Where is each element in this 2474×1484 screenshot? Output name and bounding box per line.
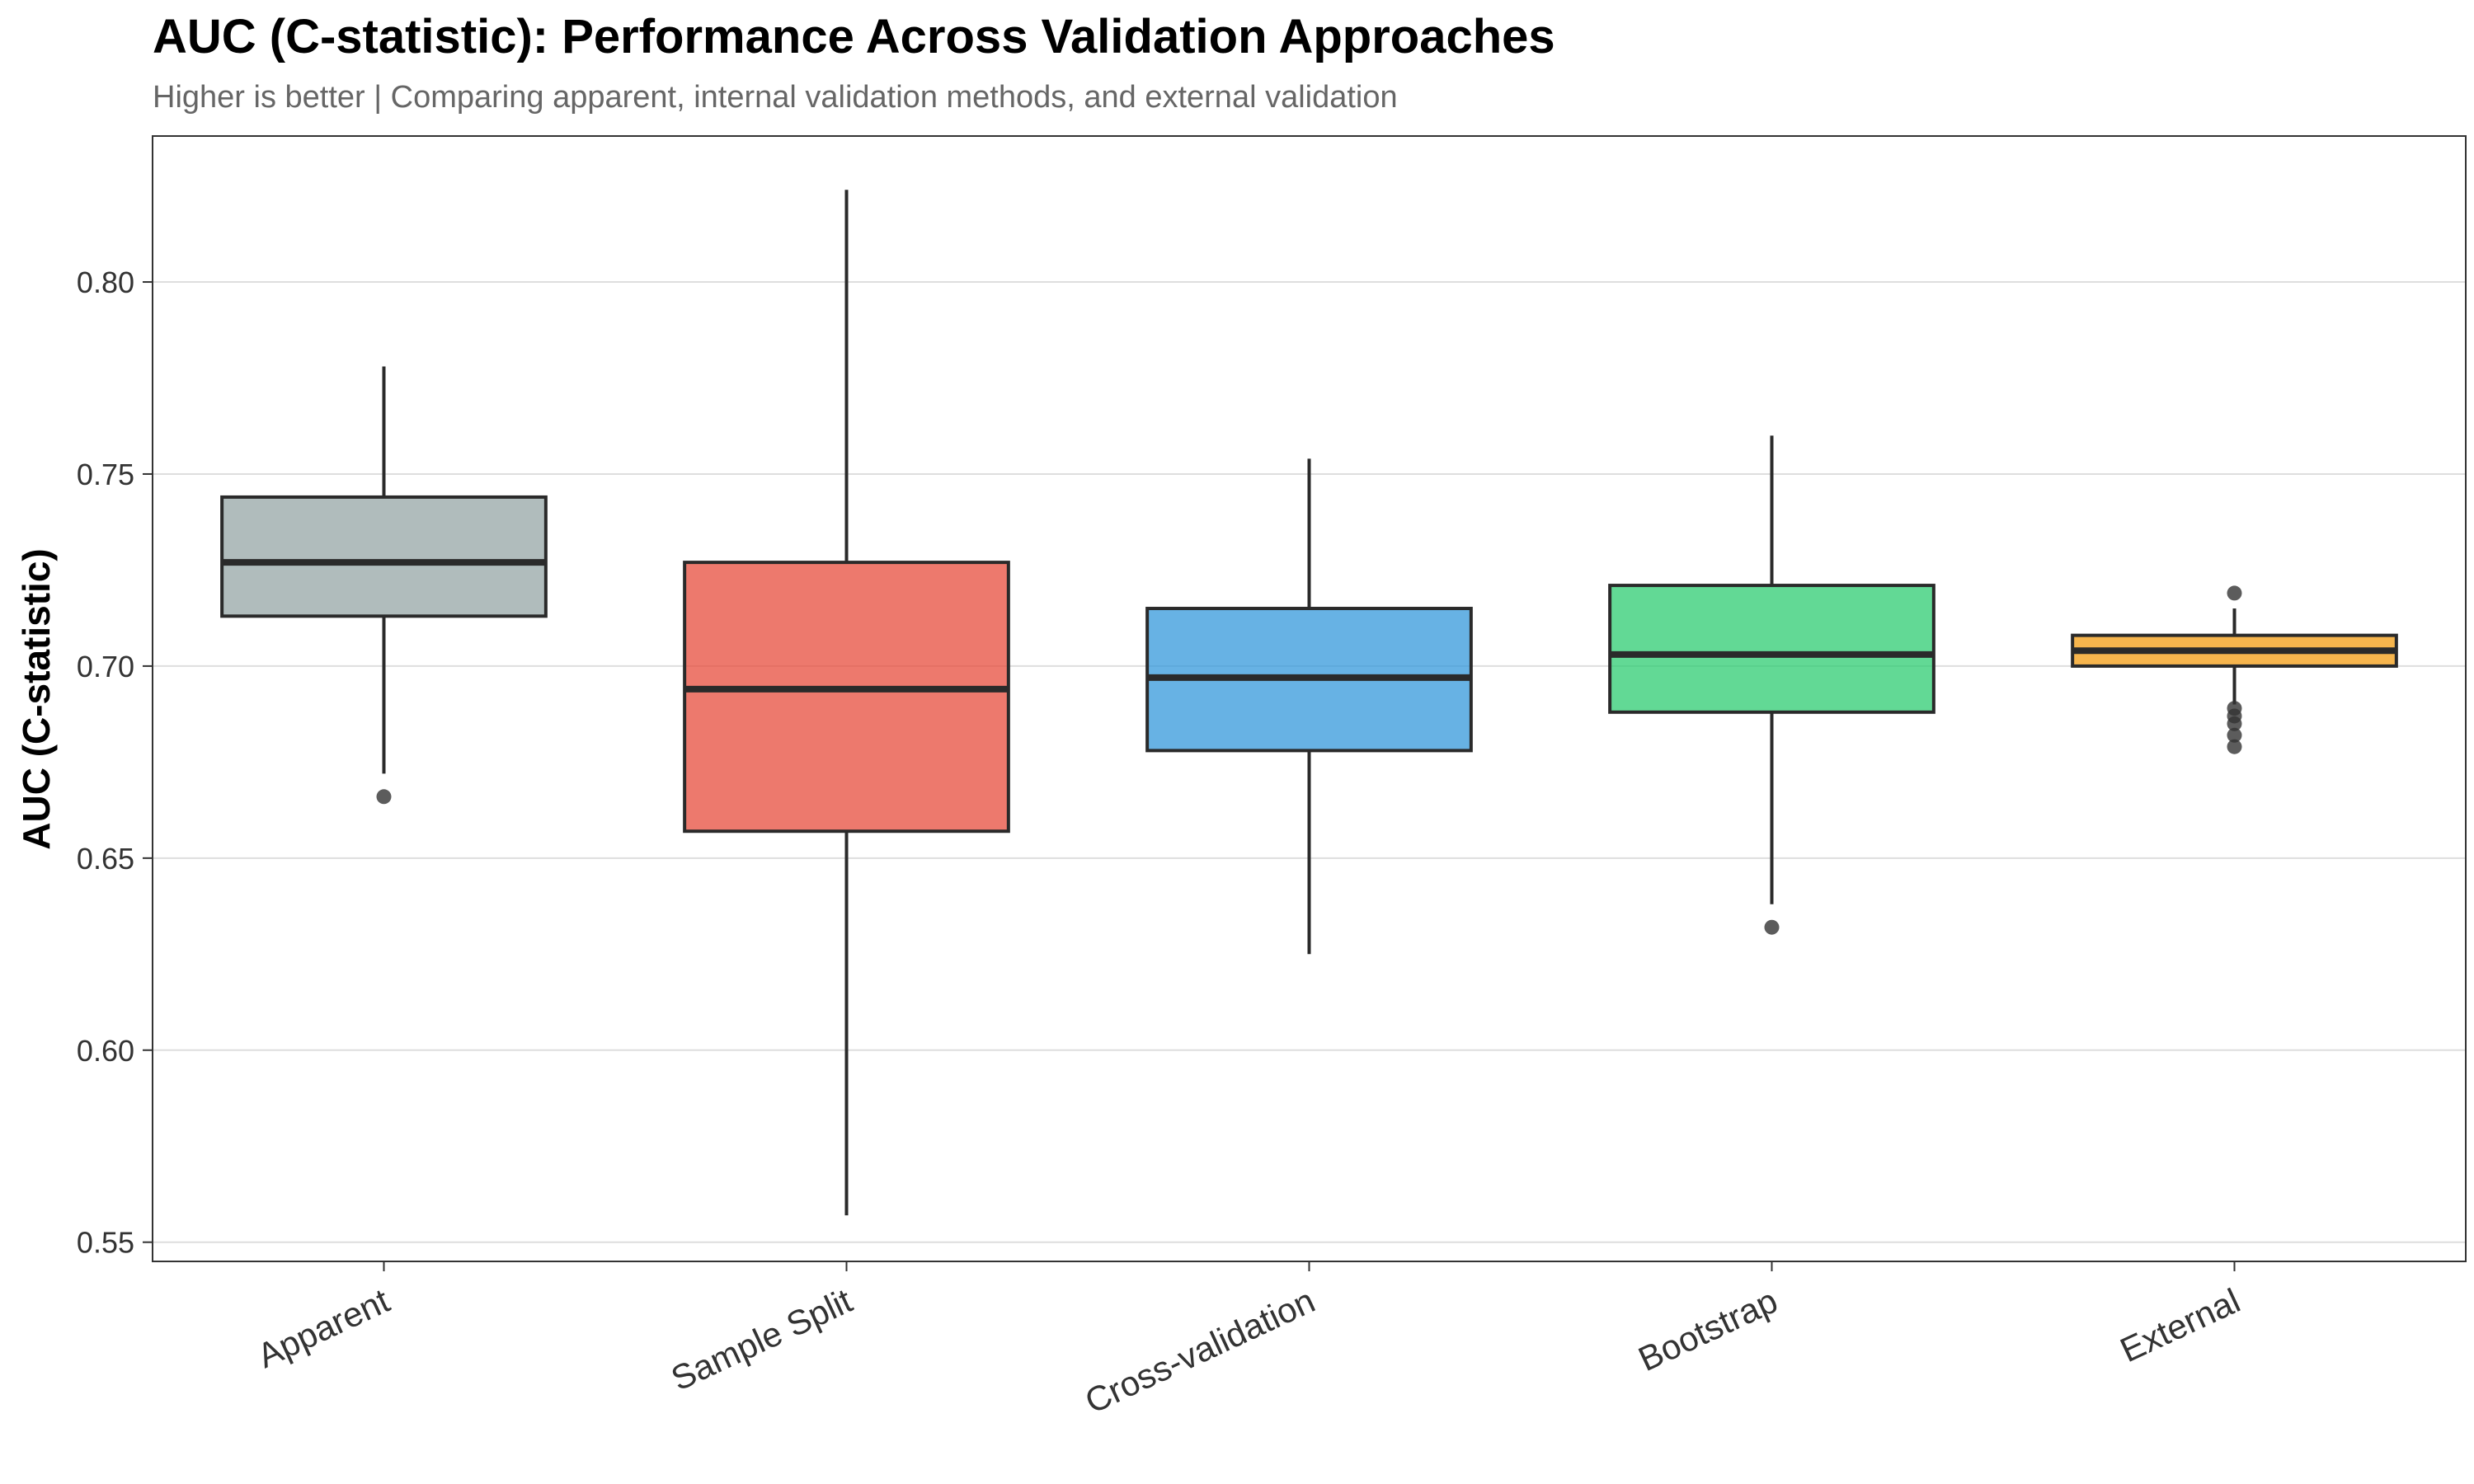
outlier-point [2227, 739, 2242, 754]
outlier-point [2227, 585, 2242, 601]
x-tick-label: Apparent [252, 1280, 396, 1375]
outlier-point [2227, 727, 2242, 743]
y-tick-label: 0.65 [77, 842, 134, 876]
chart-title: AUC (C-statistic): Performance Across Va… [153, 10, 1555, 63]
box-sample-split [683, 190, 1010, 1216]
outlier-point [2227, 716, 2242, 731]
boxes [220, 190, 2398, 1216]
box-bootstrap [1608, 435, 1935, 935]
y-axis: 0.55 0.60 0.65 0.70 0.75 0.80 [77, 265, 153, 1260]
y-tick-label: 0.70 [77, 650, 134, 683]
y-axis-title: AUC (C-statistic) [15, 548, 58, 849]
outlier-point [376, 789, 392, 805]
y-tick-label: 0.60 [77, 1034, 134, 1068]
y-tick-label: 0.55 [77, 1226, 134, 1260]
box-iqr [1608, 584, 1935, 714]
x-tick-label: Cross-validation [1079, 1281, 1321, 1421]
box-iqr [683, 561, 1010, 834]
chart-subtitle: Higher is better | Comparing apparent, i… [153, 80, 1398, 115]
x-tick-label: External [2114, 1281, 2246, 1370]
box-external [2071, 585, 2398, 754]
x-tick-label: Bootstrap [1633, 1281, 1784, 1379]
outlier-point [1764, 919, 1780, 935]
box-apparent [220, 366, 548, 805]
y-tick-label: 0.80 [77, 265, 134, 299]
x-axis: Apparent Sample Split Cross-validation Boot… [252, 1261, 2246, 1421]
x-tick-label: Sample Split [666, 1280, 858, 1397]
box-cross-validation [1145, 458, 1473, 955]
y-tick-label: 0.75 [77, 458, 134, 491]
box-iqr [220, 495, 548, 618]
